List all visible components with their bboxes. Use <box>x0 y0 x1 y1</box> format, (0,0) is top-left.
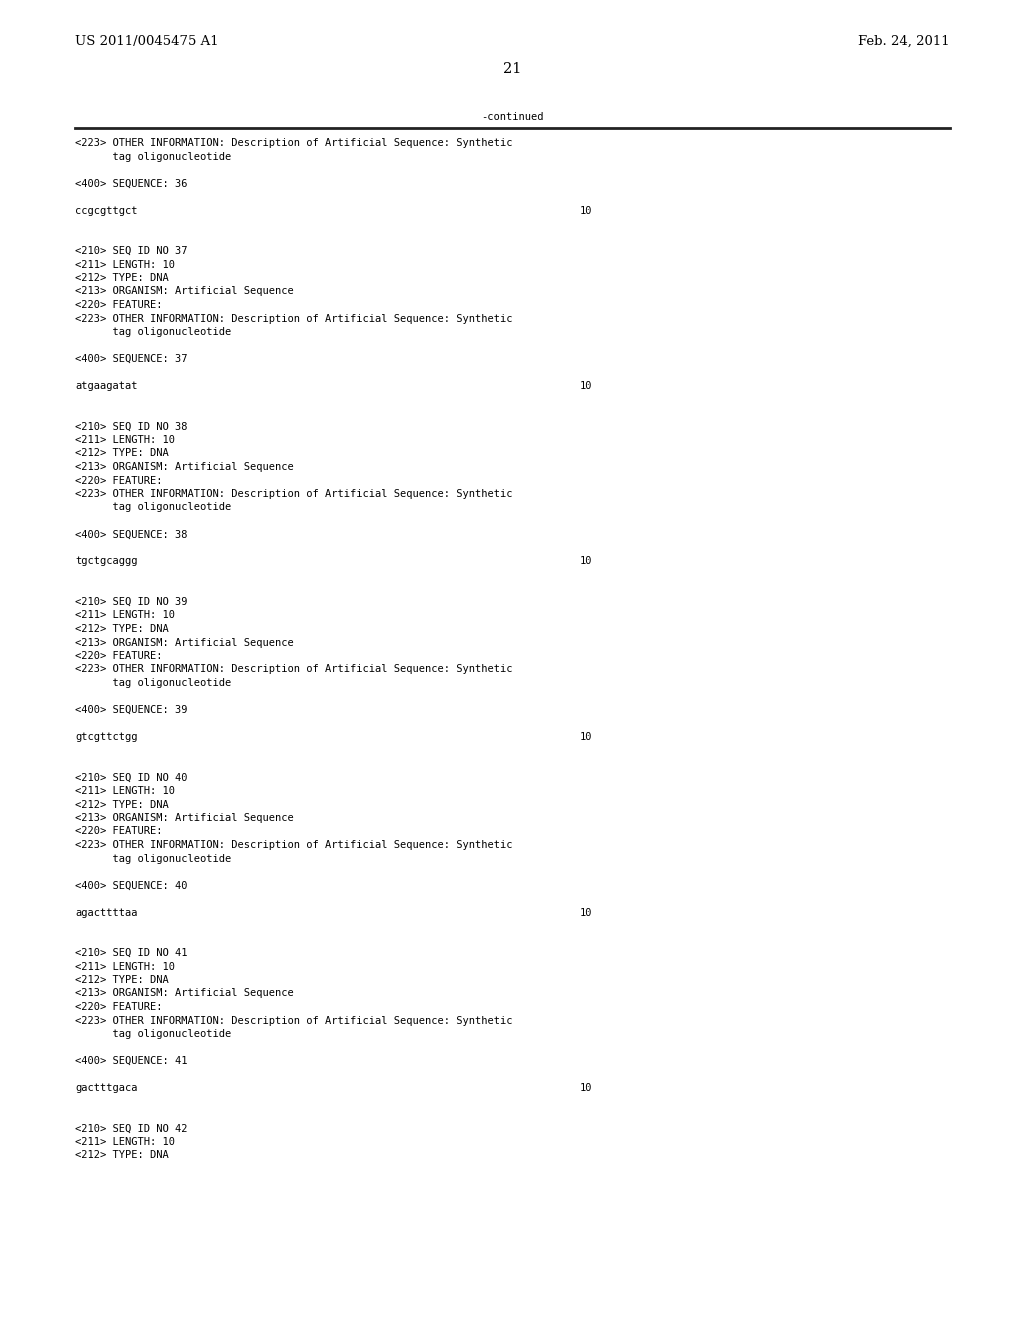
Text: 21: 21 <box>503 62 521 77</box>
Text: <210> SEQ ID NO 39: <210> SEQ ID NO 39 <box>75 597 187 607</box>
Text: <400> SEQUENCE: 37: <400> SEQUENCE: 37 <box>75 354 187 364</box>
Text: ccgcgttgct: ccgcgttgct <box>75 206 137 215</box>
Text: 10: 10 <box>580 206 593 215</box>
Text: <210> SEQ ID NO 42: <210> SEQ ID NO 42 <box>75 1123 187 1134</box>
Text: <220> FEATURE:: <220> FEATURE: <box>75 475 163 486</box>
Text: <212> TYPE: DNA: <212> TYPE: DNA <box>75 273 169 282</box>
Text: <210> SEQ ID NO 41: <210> SEQ ID NO 41 <box>75 948 187 958</box>
Text: <212> TYPE: DNA: <212> TYPE: DNA <box>75 1151 169 1160</box>
Text: -continued: -continued <box>480 112 544 121</box>
Text: <223> OTHER INFORMATION: Description of Artificial Sequence: Synthetic: <223> OTHER INFORMATION: Description of … <box>75 139 512 148</box>
Text: <211> LENGTH: 10: <211> LENGTH: 10 <box>75 785 175 796</box>
Text: <400> SEQUENCE: 36: <400> SEQUENCE: 36 <box>75 178 187 189</box>
Text: <210> SEQ ID NO 38: <210> SEQ ID NO 38 <box>75 421 187 432</box>
Text: <223> OTHER INFORMATION: Description of Artificial Sequence: Synthetic: <223> OTHER INFORMATION: Description of … <box>75 488 512 499</box>
Text: <213> ORGANISM: Artificial Sequence: <213> ORGANISM: Artificial Sequence <box>75 813 294 822</box>
Text: 10: 10 <box>580 1082 593 1093</box>
Text: US 2011/0045475 A1: US 2011/0045475 A1 <box>75 36 219 48</box>
Text: <220> FEATURE:: <220> FEATURE: <box>75 300 163 310</box>
Text: <211> LENGTH: 10: <211> LENGTH: 10 <box>75 1137 175 1147</box>
Text: tag oligonucleotide: tag oligonucleotide <box>75 678 231 688</box>
Text: tag oligonucleotide: tag oligonucleotide <box>75 1030 231 1039</box>
Text: <213> ORGANISM: Artificial Sequence: <213> ORGANISM: Artificial Sequence <box>75 989 294 998</box>
Text: <212> TYPE: DNA: <212> TYPE: DNA <box>75 449 169 458</box>
Text: <211> LENGTH: 10: <211> LENGTH: 10 <box>75 436 175 445</box>
Text: 10: 10 <box>580 908 593 917</box>
Text: gactttgaca: gactttgaca <box>75 1082 137 1093</box>
Text: <400> SEQUENCE: 40: <400> SEQUENCE: 40 <box>75 880 187 891</box>
Text: gtcgttctgg: gtcgttctgg <box>75 733 137 742</box>
Text: <212> TYPE: DNA: <212> TYPE: DNA <box>75 975 169 985</box>
Text: <223> OTHER INFORMATION: Description of Artificial Sequence: Synthetic: <223> OTHER INFORMATION: Description of … <box>75 1015 512 1026</box>
Text: tag oligonucleotide: tag oligonucleotide <box>75 152 231 161</box>
Text: atgaagatat: atgaagatat <box>75 381 137 391</box>
Text: <213> ORGANISM: Artificial Sequence: <213> ORGANISM: Artificial Sequence <box>75 462 294 473</box>
Text: <223> OTHER INFORMATION: Description of Artificial Sequence: Synthetic: <223> OTHER INFORMATION: Description of … <box>75 664 512 675</box>
Text: tag oligonucleotide: tag oligonucleotide <box>75 327 231 337</box>
Text: <213> ORGANISM: Artificial Sequence: <213> ORGANISM: Artificial Sequence <box>75 286 294 297</box>
Text: <213> ORGANISM: Artificial Sequence: <213> ORGANISM: Artificial Sequence <box>75 638 294 648</box>
Text: tgctgcaggg: tgctgcaggg <box>75 557 137 566</box>
Text: <211> LENGTH: 10: <211> LENGTH: 10 <box>75 610 175 620</box>
Text: <220> FEATURE:: <220> FEATURE: <box>75 651 163 661</box>
Text: <210> SEQ ID NO 37: <210> SEQ ID NO 37 <box>75 246 187 256</box>
Text: 10: 10 <box>580 557 593 566</box>
Text: 10: 10 <box>580 733 593 742</box>
Text: <220> FEATURE:: <220> FEATURE: <box>75 1002 163 1012</box>
Text: 10: 10 <box>580 381 593 391</box>
Text: <211> LENGTH: 10: <211> LENGTH: 10 <box>75 961 175 972</box>
Text: <400> SEQUENCE: 41: <400> SEQUENCE: 41 <box>75 1056 187 1067</box>
Text: <400> SEQUENCE: 39: <400> SEQUENCE: 39 <box>75 705 187 715</box>
Text: <210> SEQ ID NO 40: <210> SEQ ID NO 40 <box>75 772 187 783</box>
Text: <400> SEQUENCE: 38: <400> SEQUENCE: 38 <box>75 529 187 540</box>
Text: Feb. 24, 2011: Feb. 24, 2011 <box>858 36 950 48</box>
Text: tag oligonucleotide: tag oligonucleotide <box>75 854 231 863</box>
Text: <212> TYPE: DNA: <212> TYPE: DNA <box>75 800 169 809</box>
Text: <211> LENGTH: 10: <211> LENGTH: 10 <box>75 260 175 269</box>
Text: <223> OTHER INFORMATION: Description of Artificial Sequence: Synthetic: <223> OTHER INFORMATION: Description of … <box>75 840 512 850</box>
Text: <223> OTHER INFORMATION: Description of Artificial Sequence: Synthetic: <223> OTHER INFORMATION: Description of … <box>75 314 512 323</box>
Text: tag oligonucleotide: tag oligonucleotide <box>75 503 231 512</box>
Text: <220> FEATURE:: <220> FEATURE: <box>75 826 163 837</box>
Text: agacttttaa: agacttttaa <box>75 908 137 917</box>
Text: <212> TYPE: DNA: <212> TYPE: DNA <box>75 624 169 634</box>
